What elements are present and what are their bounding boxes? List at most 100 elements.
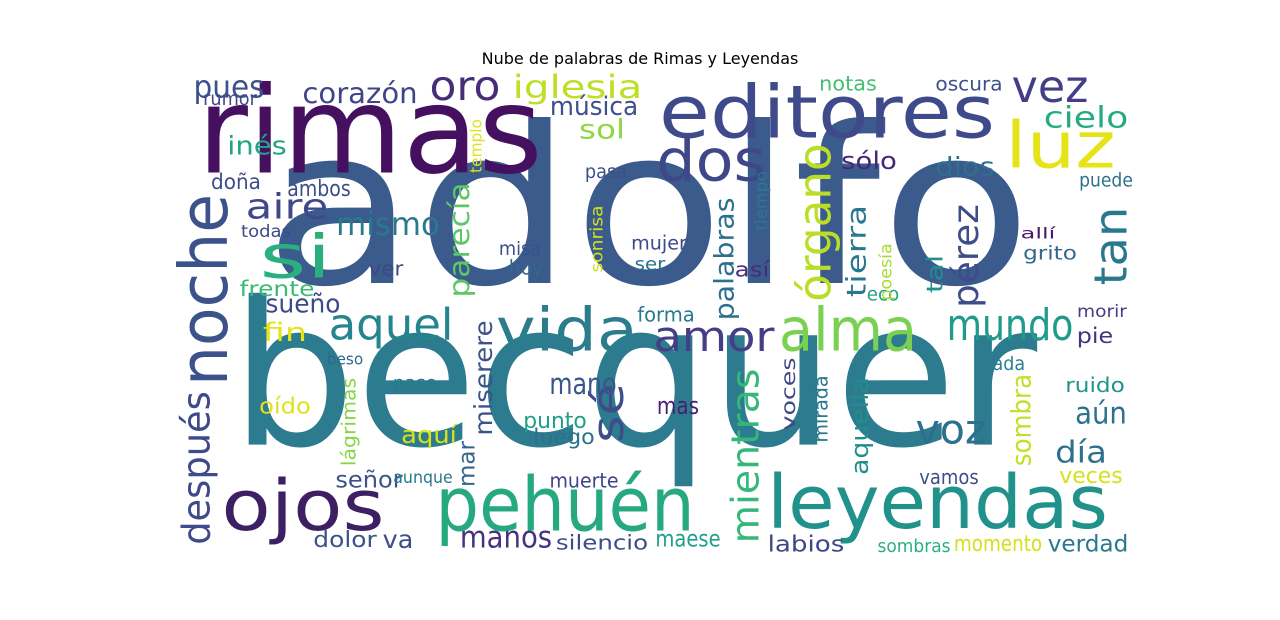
word-69: va bbox=[383, 525, 414, 554]
word-64: silencio bbox=[556, 531, 648, 555]
word-42: música bbox=[550, 92, 638, 122]
word-81: tal bbox=[923, 255, 949, 293]
word-72: momento bbox=[954, 532, 1042, 557]
word-47: doña bbox=[211, 170, 261, 195]
word-70: labios bbox=[768, 532, 845, 558]
word-12: dos bbox=[656, 128, 765, 195]
word-74: vamos bbox=[919, 465, 979, 489]
word-29: sé bbox=[583, 383, 634, 443]
word-71: sombras bbox=[878, 536, 951, 557]
word-5: luz bbox=[1005, 110, 1115, 184]
word-53: beso bbox=[327, 350, 364, 369]
word-67: mas bbox=[657, 391, 699, 420]
word-88: mujer bbox=[631, 232, 687, 255]
word-36: tierra bbox=[842, 205, 873, 297]
word-8: ojos bbox=[221, 464, 384, 547]
word-32: aire bbox=[246, 188, 329, 228]
word-1: adolfo bbox=[264, 80, 1032, 335]
word-83: grito bbox=[1023, 244, 1077, 265]
word-86: tiempo bbox=[752, 171, 772, 231]
word-84: allí bbox=[1021, 225, 1057, 243]
word-68: dolor bbox=[313, 528, 377, 553]
word-73: verdad bbox=[1048, 531, 1129, 558]
word-62: paso bbox=[393, 372, 437, 395]
word-3: rimas bbox=[197, 63, 543, 202]
word-63: manos bbox=[460, 521, 552, 556]
word-59: aquí bbox=[401, 421, 458, 449]
word-44: sólo bbox=[841, 147, 897, 175]
word-9: alma bbox=[779, 296, 917, 366]
word-85: puede bbox=[1079, 171, 1133, 192]
word-24: pérez bbox=[946, 204, 987, 308]
word-41: sueño bbox=[266, 290, 341, 320]
word-22: amor bbox=[654, 313, 776, 361]
word-10: vida bbox=[496, 296, 638, 366]
word-18: corazón bbox=[302, 76, 417, 110]
word-25: tan bbox=[1085, 207, 1138, 286]
word-48: ambos bbox=[287, 177, 350, 202]
word-92: hoy bbox=[509, 256, 544, 280]
word-39: miserere bbox=[469, 320, 498, 435]
word-14: voz bbox=[916, 406, 987, 454]
word-19: iglesia bbox=[513, 68, 643, 106]
word-58: mar bbox=[455, 440, 481, 487]
word-17: pues bbox=[194, 70, 265, 106]
word-91: misa bbox=[499, 239, 541, 260]
word-55: lágrimas bbox=[338, 378, 361, 466]
word-35: palabras bbox=[710, 198, 741, 321]
word-4: editores bbox=[659, 71, 995, 156]
word-97: notas bbox=[819, 72, 877, 96]
word-27: día bbox=[1055, 436, 1107, 471]
word-28: mientras bbox=[724, 369, 768, 544]
word-6: pehuén bbox=[435, 461, 694, 549]
word-96: voces bbox=[779, 358, 800, 431]
word-99: rumor bbox=[203, 89, 257, 110]
word-52: fin bbox=[263, 318, 307, 348]
word-98: oscura bbox=[935, 73, 1002, 96]
word-61: luego bbox=[533, 425, 594, 450]
word-90: sonrisa bbox=[587, 205, 607, 272]
word-60: punto bbox=[523, 409, 586, 434]
word-80: eco bbox=[867, 284, 900, 306]
word-2: becquer bbox=[231, 260, 1038, 493]
word-57: aunque bbox=[393, 468, 453, 488]
word-33: mismo bbox=[336, 205, 440, 243]
word-66: muerte bbox=[549, 469, 618, 493]
word-34: parecía bbox=[442, 182, 476, 297]
word-13: si bbox=[260, 223, 332, 293]
word-38: sombra bbox=[1007, 374, 1038, 466]
word-23: órgano bbox=[788, 143, 842, 301]
word-78: pie bbox=[1077, 323, 1114, 348]
word-30: después bbox=[175, 391, 219, 545]
word-16: oro bbox=[430, 62, 501, 110]
word-46: inés bbox=[227, 132, 287, 162]
word-31: cielo bbox=[1044, 101, 1129, 135]
word-89: ser bbox=[635, 254, 666, 275]
word-21: mundo bbox=[947, 300, 1074, 351]
word-20: aquel bbox=[329, 301, 454, 351]
word-7: leyendas bbox=[767, 460, 1108, 546]
word-79: morir bbox=[1077, 302, 1128, 322]
word-82: poesía bbox=[876, 243, 896, 301]
word-11: noche bbox=[165, 194, 243, 386]
word-87: así bbox=[735, 258, 771, 282]
word-95: mirada bbox=[810, 375, 833, 442]
word-15: vez bbox=[1012, 62, 1089, 113]
word-65: maese bbox=[655, 527, 720, 553]
page-title: Nube de palabras de Rimas y Leyendas bbox=[481, 49, 799, 68]
word-26: aún bbox=[1075, 397, 1127, 432]
word-49: todas bbox=[241, 222, 291, 242]
word-93: pasa bbox=[585, 162, 627, 183]
word-76: ruido bbox=[1065, 373, 1125, 397]
word-94: forma bbox=[637, 303, 695, 327]
word-40: mano bbox=[549, 367, 616, 401]
word-50: ver bbox=[369, 257, 404, 281]
word-77: cada bbox=[983, 354, 1025, 375]
word-100: templo bbox=[468, 119, 486, 173]
word-56: señor bbox=[335, 467, 403, 494]
word-43: sol bbox=[579, 115, 625, 146]
word-75: veces bbox=[1059, 464, 1122, 489]
word-51: frente bbox=[240, 277, 315, 302]
word-45: dios bbox=[935, 153, 995, 183]
